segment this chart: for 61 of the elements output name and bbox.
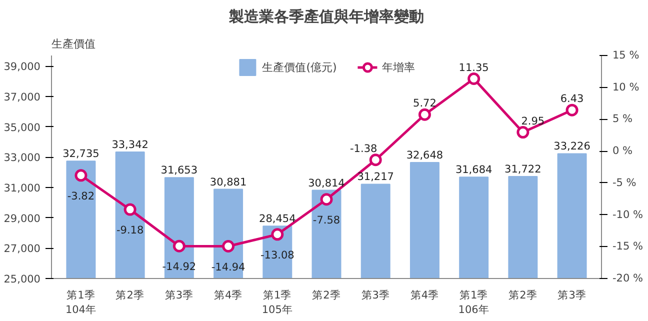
point <box>320 193 333 206</box>
point <box>468 72 480 85</box>
point <box>516 126 530 139</box>
legend-label: 年增率 <box>382 60 415 74</box>
data-label: 6.43 <box>560 93 584 106</box>
data-label: -3.82 <box>67 190 95 202</box>
data-label: 32,735 <box>62 148 100 160</box>
y-tick-label: 37,000 <box>4 91 41 104</box>
y-tick-label: 31,000 <box>4 182 41 194</box>
x-tick-label: 第3季 <box>361 288 390 302</box>
y2-tick-label: 15 % <box>612 50 640 62</box>
y-tick-label: 29,000 <box>4 212 41 225</box>
point <box>369 154 382 166</box>
y2-tick-label: 5 % <box>612 113 633 126</box>
data-label: 30,881 <box>210 176 247 188</box>
y-tick-label: 35,000 <box>4 122 41 134</box>
x-tick-label: 第3季 <box>558 288 586 302</box>
chart-title: 製造業各季產值與年增率變動 <box>228 8 424 26</box>
point <box>566 104 578 116</box>
y-tick-label: 33,000 <box>4 152 41 164</box>
data-label: 31,653 <box>160 164 198 177</box>
x-tick-label: 第2季 <box>508 288 538 302</box>
y-tick-label: 39,000 <box>4 61 41 74</box>
data-label: 30,814 <box>308 177 346 190</box>
data-label: -7.58 <box>312 214 340 226</box>
data-label: 5.72 <box>413 98 436 110</box>
data-label: 31,722 <box>504 164 542 176</box>
data-label: 2.95 <box>521 115 545 128</box>
x-tick-label: 第2季 <box>312 288 341 302</box>
data-label: 31,684 <box>455 164 493 176</box>
y2-tick-label: -15 % <box>612 240 643 253</box>
data-label: -1.38 <box>350 142 378 155</box>
y2-tick-label: 10 % <box>612 81 640 94</box>
x-tick-label: 第4季 <box>410 288 440 302</box>
y-axis-title: 生產價值 <box>52 38 96 50</box>
y-tick-label: 27,000 <box>4 243 41 256</box>
x-tick-label: 第1季 104年 <box>65 288 96 316</box>
data-label: 32,648 <box>406 149 444 162</box>
y2-tick-label: -10 % <box>612 208 643 221</box>
y-tick-label: 25,000 <box>4 274 41 286</box>
data-label: 28,454 <box>259 213 296 226</box>
x-tick-label: 第1季 106年 <box>458 288 490 316</box>
point <box>74 169 88 182</box>
y2-tick-label: -5 % <box>612 176 636 189</box>
data-label: 31,217 <box>357 171 394 184</box>
data-label: 33,342 <box>112 138 148 151</box>
data-label: 11.35 <box>458 62 489 74</box>
point <box>124 203 136 216</box>
point <box>172 240 186 252</box>
data-label: 33,226 <box>554 140 591 153</box>
x-tick-label: 第3季 <box>164 288 194 302</box>
x-tick-label: 第2季 <box>116 288 144 302</box>
x-tick-label: 第4季 <box>214 288 243 302</box>
y2-tick-label: 0 % <box>612 145 633 158</box>
point <box>418 108 431 121</box>
x-tick-label: 第1季 105年 <box>262 288 293 316</box>
point <box>222 240 235 252</box>
data-label: -9.18 <box>116 224 144 237</box>
y2-tick-label: -20 % <box>612 272 643 284</box>
point <box>271 228 284 241</box>
legend-label: 生產價值(億元) <box>262 60 337 74</box>
